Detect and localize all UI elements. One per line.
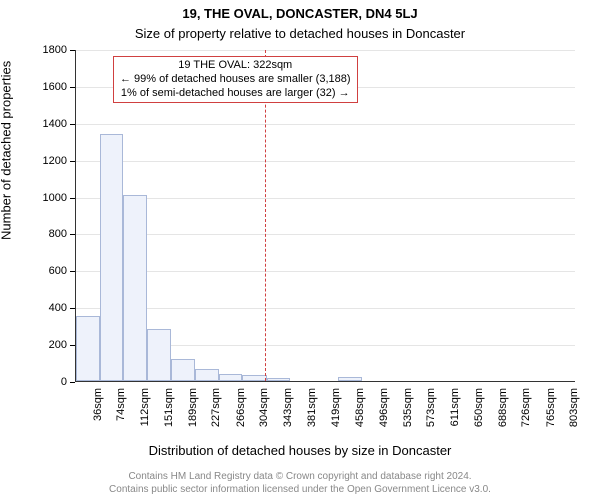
x-tick-label: 419sqm [330, 388, 342, 438]
y-tick-mark [70, 50, 75, 51]
x-tick-label: 74sqm [115, 388, 127, 438]
x-tick-label: 803sqm [568, 388, 580, 438]
y-tick-label: 400 [35, 302, 67, 314]
histogram-bar [195, 369, 219, 381]
histogram-bar [100, 134, 124, 381]
x-tick-label: 573sqm [425, 388, 437, 438]
y-tick-label: 600 [35, 265, 67, 277]
y-tick-mark [70, 382, 75, 383]
reference-annotation: 19 THE OVAL: 322sqm ← 99% of detached ho… [113, 56, 358, 103]
histogram-bar [242, 375, 266, 381]
gridline [76, 50, 575, 51]
histogram-bar [338, 377, 362, 381]
x-tick-label: 343sqm [282, 388, 294, 438]
x-tick-label: 266sqm [235, 388, 247, 438]
histogram-bar [76, 316, 100, 381]
x-tick-label: 726sqm [520, 388, 532, 438]
y-tick-label: 0 [35, 376, 67, 388]
histogram-bar [123, 195, 147, 381]
x-tick-label: 650sqm [473, 388, 485, 438]
footer-line-1: Contains HM Land Registry data © Crown c… [0, 471, 600, 484]
annotation-line-1: 19 THE OVAL: 322sqm [120, 59, 351, 73]
x-tick-label: 381sqm [306, 388, 318, 438]
y-tick-label: 1400 [35, 118, 67, 130]
y-tick-mark [70, 271, 75, 272]
annotation-line-3: 1% of semi-detached houses are larger (3… [120, 87, 351, 101]
gridline [76, 308, 575, 309]
x-tick-label: 304sqm [258, 388, 270, 438]
y-tick-label: 1600 [35, 81, 67, 93]
x-tick-label: 496sqm [378, 388, 390, 438]
histogram-bar [219, 374, 243, 381]
histogram-bar [267, 378, 291, 381]
histogram-bar [147, 329, 171, 381]
x-tick-label: 112sqm [139, 388, 151, 438]
sub-title: Size of property relative to detached ho… [0, 26, 600, 41]
y-tick-label: 1800 [35, 44, 67, 56]
footer: Contains HM Land Registry data © Crown c… [0, 471, 600, 496]
histogram-bar [171, 359, 195, 381]
x-tick-label: 227sqm [210, 388, 222, 438]
main-title: 19, THE OVAL, DONCASTER, DN4 5LJ [0, 6, 600, 21]
x-tick-label: 611sqm [449, 388, 461, 438]
y-tick-label: 1200 [35, 155, 67, 167]
y-axis-label: Number of detached properties [0, 61, 14, 240]
gridline [76, 234, 575, 235]
y-tick-mark [70, 87, 75, 88]
y-tick-mark [70, 161, 75, 162]
x-tick-label: 151sqm [163, 388, 175, 438]
y-tick-mark [70, 234, 75, 235]
x-tick-label: 189sqm [187, 388, 199, 438]
y-tick-mark [70, 345, 75, 346]
gridline [76, 124, 575, 125]
annotation-line-2: ← 99% of detached houses are smaller (3,… [120, 73, 351, 87]
y-tick-mark [70, 198, 75, 199]
x-tick-label: 688sqm [497, 388, 509, 438]
gridline [76, 198, 575, 199]
gridline [76, 161, 575, 162]
x-tick-label: 36sqm [92, 388, 104, 438]
y-tick-label: 1000 [35, 192, 67, 204]
y-tick-label: 200 [35, 339, 67, 351]
x-tick-label: 765sqm [545, 388, 557, 438]
y-tick-mark [70, 308, 75, 309]
y-tick-mark [70, 124, 75, 125]
y-tick-label: 800 [35, 228, 67, 240]
x-axis-label: Distribution of detached houses by size … [0, 443, 600, 458]
gridline [76, 271, 575, 272]
footer-line-2: Contains public sector information licen… [0, 484, 600, 497]
x-tick-label: 458sqm [354, 388, 366, 438]
x-tick-label: 535sqm [402, 388, 414, 438]
